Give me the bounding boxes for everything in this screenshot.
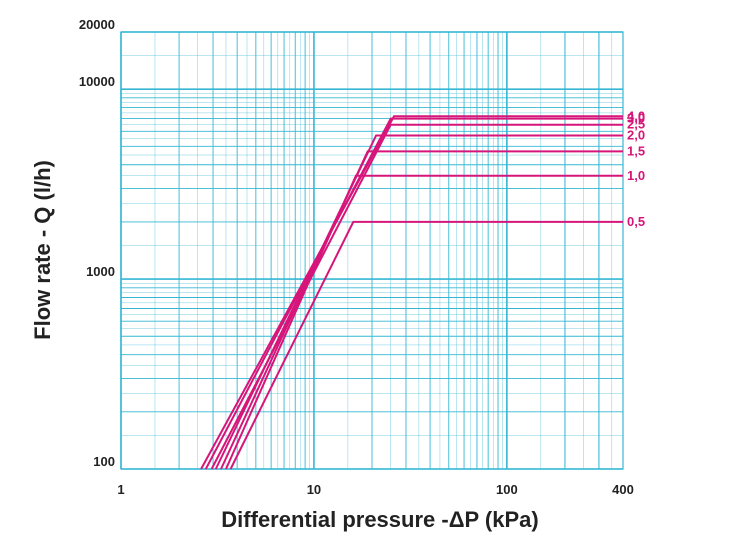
series-labels: 4,03,02,52,01,5 1,0 0,5 bbox=[627, 108, 645, 229]
series-label-4-0: 4,0 bbox=[627, 108, 645, 123]
series-label-1-5: 1,5 bbox=[627, 143, 645, 158]
series-label-3-0: 3,0 bbox=[627, 111, 645, 126]
series-label-1-0: 1,0 bbox=[627, 168, 645, 183]
x-tick-label: 1 bbox=[117, 482, 124, 497]
x-tick-label: 10 bbox=[307, 482, 321, 497]
series-layer bbox=[200, 115, 623, 470]
x-tick-label: 100 bbox=[496, 482, 518, 497]
series-line-1-0 bbox=[225, 174, 623, 470]
series-label-2-5: 2,5 bbox=[627, 117, 645, 132]
y-tick-labels: 100 1000 10000 20000 bbox=[79, 17, 115, 469]
series-line-2-0 bbox=[214, 134, 623, 470]
x-axis-title: Differential pressure -ΔP (kPa) bbox=[221, 507, 538, 532]
series-label-0-5: 0,5 bbox=[627, 214, 645, 229]
y-tick-label: 20000 bbox=[79, 17, 115, 32]
y-tick-label: 100 bbox=[93, 454, 115, 469]
plot-frame bbox=[120, 31, 624, 470]
series-line-3-0 bbox=[204, 117, 623, 470]
series-label-2-0: 2,0 bbox=[627, 128, 645, 143]
major-grid bbox=[120, 31, 624, 470]
y-tick-label: 10000 bbox=[79, 74, 115, 89]
series-line-0-5 bbox=[229, 220, 623, 470]
series-line-4-0 bbox=[200, 115, 623, 470]
y-axis-title: Flow rate - Q (l/h) bbox=[30, 160, 55, 340]
x-tick-labels: 1 10 100 400 bbox=[117, 482, 633, 497]
y-tick-label: 1000 bbox=[86, 264, 115, 279]
series-line-1-5 bbox=[220, 150, 623, 470]
x-tick-label: 400 bbox=[612, 482, 634, 497]
